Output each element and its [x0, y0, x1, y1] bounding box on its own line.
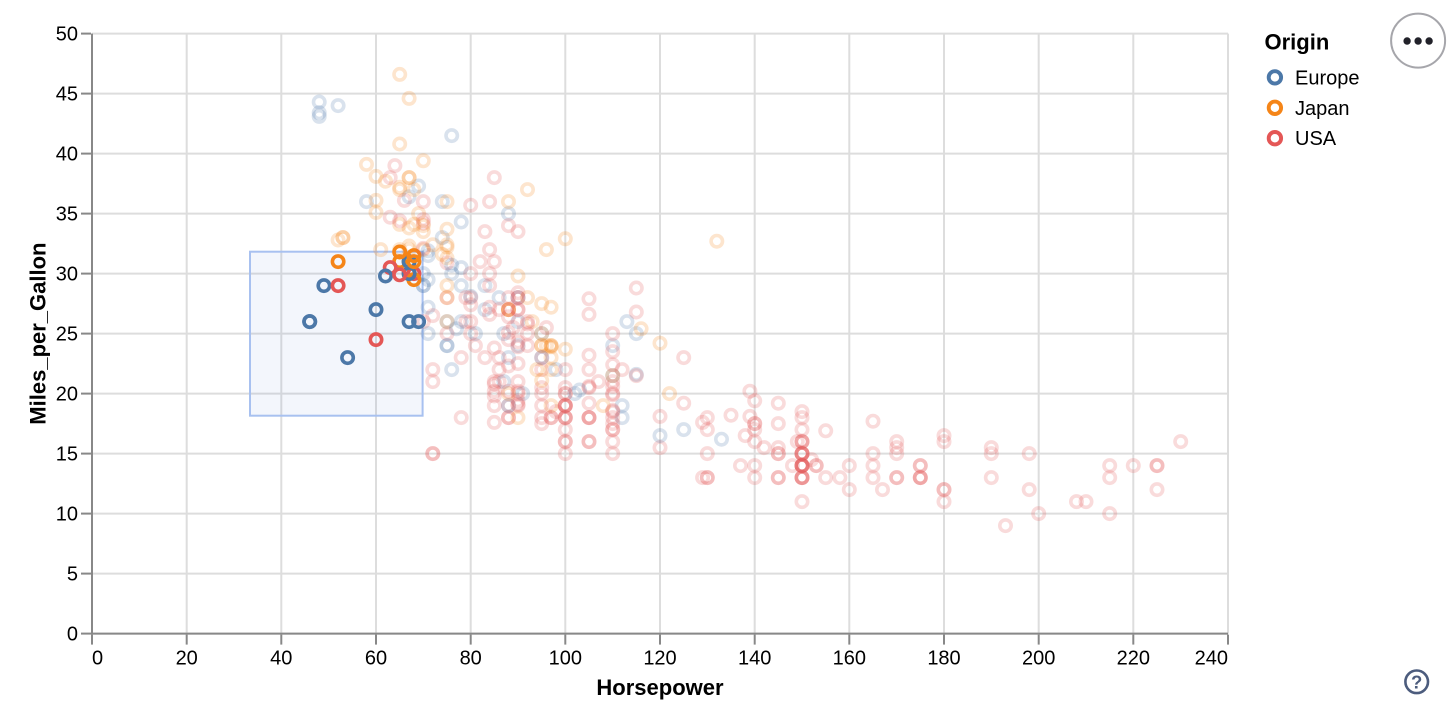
svg-text:Miles_per_Gallon: Miles_per_Gallon — [26, 243, 51, 425]
svg-text:25: 25 — [56, 324, 78, 346]
svg-text:5: 5 — [67, 564, 78, 586]
svg-text:160: 160 — [833, 648, 866, 670]
svg-text:30: 30 — [56, 264, 78, 286]
svg-text:80: 80 — [460, 648, 482, 670]
svg-text:10: 10 — [56, 504, 78, 526]
svg-text:?: ? — [1411, 671, 1422, 692]
svg-text:Origin: Origin — [1265, 30, 1330, 55]
svg-text:40: 40 — [270, 648, 292, 670]
svg-text:35: 35 — [56, 204, 78, 226]
svg-text:40: 40 — [56, 144, 78, 166]
svg-text:USA: USA — [1295, 128, 1337, 150]
svg-text:0: 0 — [92, 648, 103, 670]
svg-text:140: 140 — [738, 648, 771, 670]
svg-text:240: 240 — [1195, 648, 1228, 670]
svg-text:0: 0 — [67, 624, 78, 646]
svg-text:200: 200 — [1022, 648, 1055, 670]
svg-text:15: 15 — [56, 444, 78, 466]
svg-text:60: 60 — [365, 648, 387, 670]
svg-text:Japan: Japan — [1295, 98, 1350, 120]
svg-text:20: 20 — [176, 648, 198, 670]
svg-text:20: 20 — [56, 384, 78, 406]
svg-text:220: 220 — [1117, 648, 1150, 670]
svg-text:120: 120 — [643, 648, 676, 670]
svg-text:Europe: Europe — [1295, 67, 1360, 89]
svg-text:Horsepower: Horsepower — [596, 675, 724, 700]
svg-text:45: 45 — [56, 84, 78, 106]
svg-text:50: 50 — [56, 24, 78, 46]
svg-text:100: 100 — [549, 648, 582, 670]
svg-text:180: 180 — [927, 648, 960, 670]
